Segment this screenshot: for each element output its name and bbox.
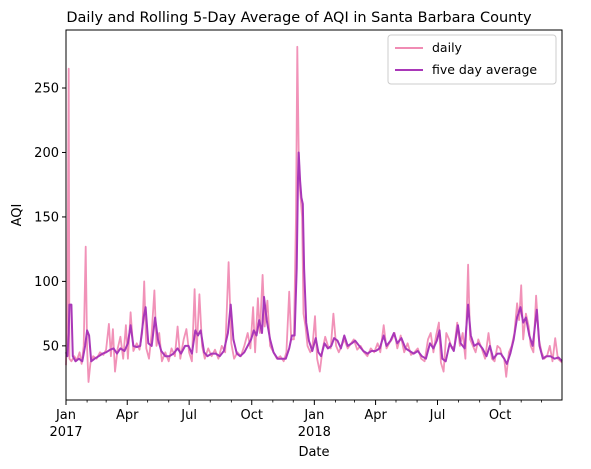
legend-label-daily: daily [432,40,463,55]
plot-area: 50 100 150 200 250 Jan 2017 Apr Jul Oct Jan 2018 Ap… [34,29,563,440]
y-axis-ticks: 50 100 150 200 250 [34,82,66,354]
y-tick-label: 100 [34,275,59,290]
y-tick-label: 200 [34,146,59,161]
series-layer [65,45,563,383]
x-tick-label: Apr [116,408,139,423]
y-axis-label: AQI [10,204,25,227]
x-tick-year-label: 2017 [49,425,82,440]
x-tick-year-label: 2018 [298,425,331,440]
plot-frame [65,29,563,401]
x-tick-label: Jan [55,408,76,423]
x-tick-label: Oct [489,408,511,423]
x-tick-label: Jul [180,408,197,423]
x-axis-label: Date [298,445,329,460]
x-tick-label: Jan [303,408,324,423]
legend-label-five-day-average: five day average [432,62,537,77]
y-tick-label: 150 [34,210,59,225]
series-line-five-day-average [65,151,563,365]
x-tick-label: Oct [241,408,263,423]
y-tick-label: 50 [42,339,59,354]
legend: daily five day average [387,34,557,85]
y-tick-label: 250 [34,82,59,97]
legend-box [387,34,557,85]
x-tick-label: Apr [364,408,387,423]
x-tick-label: Jul [429,408,446,423]
chart-title: Daily and Rolling 5-Day Average of AQI i… [66,10,532,26]
x-axis-ticks: Jan 2017 Apr Jul Oct Jan 2018 Apr Jul Oct [49,400,542,440]
